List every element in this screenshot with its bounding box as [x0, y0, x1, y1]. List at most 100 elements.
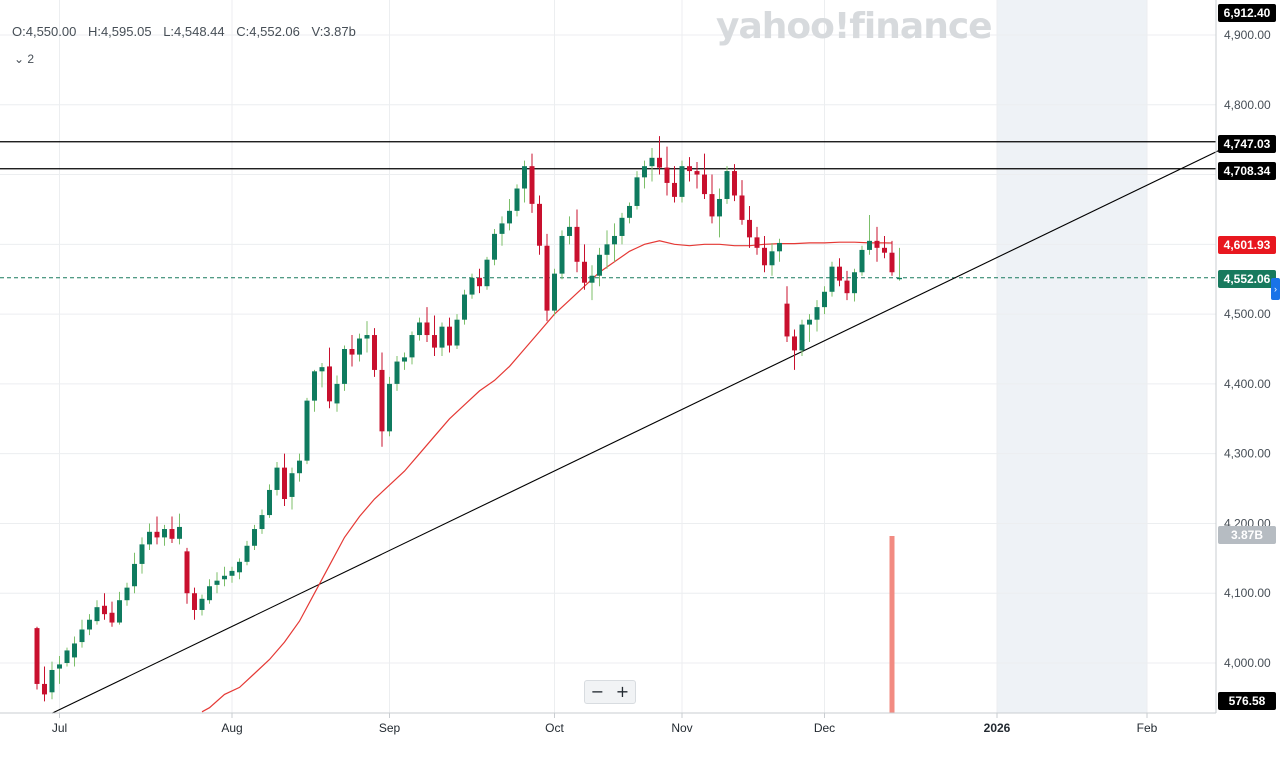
candle-body — [522, 166, 527, 189]
candle — [717, 188, 722, 238]
candle-body — [454, 319, 460, 346]
candle-body — [334, 383, 340, 404]
candle-body — [852, 272, 857, 294]
candle-body — [162, 529, 167, 538]
candle — [372, 328, 377, 377]
candle-body — [694, 171, 700, 175]
y-tick-label: 4,900.00 — [1224, 28, 1271, 42]
candle-body — [117, 600, 122, 623]
candle — [432, 315, 437, 356]
candle-body — [792, 336, 797, 351]
candle-body — [544, 245, 550, 311]
candle-body — [387, 383, 392, 432]
candle — [229, 566, 235, 583]
candle-body — [229, 570, 235, 576]
candle — [529, 153, 535, 213]
candle — [672, 166, 677, 203]
candle — [484, 256, 490, 290]
candle — [844, 270, 850, 301]
price-tag-resistance-low: 4,708.34 — [1218, 162, 1276, 180]
candle — [724, 166, 730, 204]
candle-body — [64, 650, 70, 663]
y-tick-label: 4,300.00 — [1224, 447, 1271, 461]
candle-body — [57, 664, 62, 669]
candle-body — [394, 361, 400, 384]
candle-body — [739, 195, 745, 220]
candle-body — [559, 235, 565, 274]
candle — [289, 467, 295, 510]
candle-body — [619, 217, 625, 236]
candle — [867, 215, 872, 255]
price-tag-last: 4,552.06 — [1218, 270, 1276, 288]
candle-body — [267, 489, 272, 516]
candle-body — [664, 167, 670, 183]
candle-body — [177, 526, 182, 539]
candle — [64, 647, 70, 667]
candle-body — [424, 322, 430, 336]
candle — [132, 552, 137, 594]
candle-body — [747, 219, 752, 238]
open-value: O:4,550.00 — [12, 24, 77, 39]
candle-body — [499, 223, 505, 234]
candle — [162, 524, 167, 546]
candle — [477, 268, 482, 294]
candle — [124, 582, 130, 606]
candle — [807, 314, 812, 343]
x-tick-label: Aug — [221, 721, 242, 735]
candle-body — [484, 259, 490, 287]
candle-body — [379, 369, 385, 432]
candle — [357, 333, 362, 362]
candle-body — [657, 157, 662, 168]
candle — [492, 228, 497, 266]
candle — [454, 314, 460, 349]
candle — [42, 666, 47, 702]
candle — [259, 509, 265, 534]
candle-body — [282, 467, 287, 500]
candle — [514, 184, 520, 217]
candle-body — [417, 322, 422, 336]
candle — [312, 369, 317, 412]
axis-scroll-handle[interactable]: › — [1271, 278, 1280, 300]
candle — [147, 523, 152, 550]
candle — [327, 347, 332, 409]
candle — [837, 258, 842, 287]
candle — [852, 268, 857, 302]
candle — [424, 307, 430, 343]
candle-body — [192, 593, 197, 610]
candle-body — [222, 575, 227, 580]
candle-body — [244, 545, 250, 562]
support-trendline — [51, 141, 1238, 714]
candle-body — [687, 166, 692, 172]
candle — [634, 171, 640, 210]
candle-body — [102, 605, 107, 615]
candle — [754, 226, 760, 255]
candle — [169, 516, 175, 543]
candle — [537, 195, 542, 255]
candle-body — [552, 273, 557, 311]
candle-body — [597, 254, 602, 276]
candle — [184, 547, 190, 604]
candle-body — [634, 177, 640, 206]
candle — [267, 484, 272, 518]
candle-body — [79, 629, 85, 643]
candle — [799, 319, 805, 356]
candle-body — [709, 194, 715, 217]
zoom-in-button[interactable]: + — [615, 682, 630, 701]
candle — [657, 136, 662, 175]
indicator-toggle[interactable]: ⌄ 2 — [14, 52, 35, 66]
candle-body — [799, 324, 805, 351]
candle — [282, 453, 287, 506]
candle-body — [829, 266, 835, 292]
axes — [0, 0, 1217, 714]
zoom-out-button[interactable]: − — [590, 682, 605, 701]
candle — [732, 164, 737, 202]
candle — [417, 317, 422, 341]
candle-body — [237, 561, 242, 573]
candle-body — [184, 551, 190, 594]
candle — [679, 160, 685, 203]
y-tick-label: 4,000.00 — [1224, 656, 1271, 670]
candle-body — [649, 157, 655, 167]
candle-body — [124, 587, 130, 601]
horizontal-lines — [0, 141, 1216, 279]
